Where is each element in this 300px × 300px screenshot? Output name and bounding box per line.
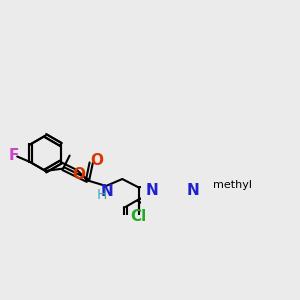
Text: H: H bbox=[97, 188, 107, 202]
Text: methyl: methyl bbox=[213, 180, 252, 190]
Text: O: O bbox=[90, 153, 103, 168]
Text: N: N bbox=[146, 183, 159, 198]
Text: N: N bbox=[101, 184, 114, 199]
Text: Cl: Cl bbox=[130, 209, 147, 224]
Text: O: O bbox=[73, 167, 85, 182]
Text: N: N bbox=[187, 183, 200, 198]
Text: F: F bbox=[8, 148, 19, 163]
